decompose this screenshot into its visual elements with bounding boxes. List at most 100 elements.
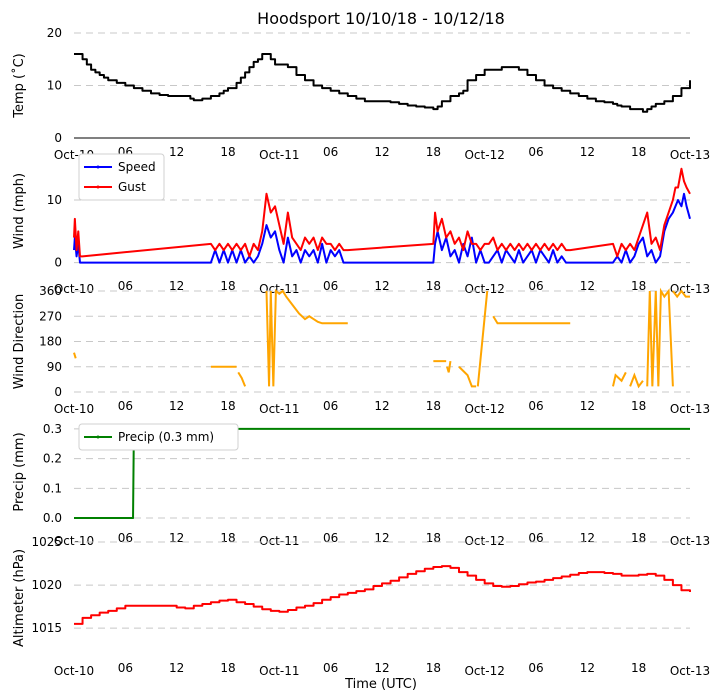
x-tick-label-precip: 06 (528, 531, 543, 545)
x-tick-label-precip: Oct-13 (670, 534, 710, 548)
y-tick-label-temp: 20 (47, 26, 62, 40)
y-tick-label-precip: 0.3 (43, 422, 62, 436)
x-tick-label-wind: 18 (426, 279, 441, 293)
y-tick-label-dir: 180 (39, 335, 62, 349)
panel-dir: 0 90 180 270 360 Wind Direction Oct-10 06 12 18 Oc… (12, 284, 710, 416)
x-tick-label-alt: 06 (528, 661, 543, 675)
y-tick-label-dir: 90 (47, 360, 62, 374)
x-tick-label-precip: 12 (169, 531, 184, 545)
y-tick-label-temp: 0 (54, 131, 62, 145)
x-tick-label-dir: 18 (220, 399, 235, 413)
x-tick-label-dir: Oct-10 (54, 402, 94, 416)
x-tick-label-precip: Oct-11 (259, 534, 299, 548)
x-tick-label-dir: 06 (528, 399, 543, 413)
x-tick-label-temp: Oct-13 (670, 148, 710, 162)
legend-precip (78, 423, 239, 451)
panel-precip: 0.0 0.1 0.2 0.3 Precip (mm) Oct-10 06 12 18 Oct-1… (12, 422, 710, 548)
x-tick-label-alt: 12 (580, 661, 595, 675)
x-tick-label-precip: Oct-12 (464, 534, 504, 548)
x-tick-label-wind: 12 (580, 279, 595, 293)
x-tick-label-alt: Oct-10 (54, 664, 94, 678)
x-tick-label-wind: Oct-12 (464, 282, 504, 296)
x-tick-label-precip: 18 (220, 531, 235, 545)
y-tick-label-dir: 360 (39, 284, 62, 298)
series-dir-segment (237, 371, 247, 387)
series-dir-segment (476, 290, 489, 387)
legend-label-wind: Speed (118, 160, 156, 174)
y-tick-label-alt: 1020 (31, 578, 62, 592)
legend-label-wind: Gust (118, 180, 146, 194)
y-tick-label-dir: 0 (54, 385, 62, 399)
x-tick-label-temp: 06 (323, 145, 338, 159)
series-dir-segment (672, 289, 690, 299)
y-tick-label-wind: 0 (54, 256, 62, 270)
x-tick-label-temp: 18 (631, 145, 646, 159)
legend-label-precip: Precip (0.3 mm) (118, 430, 214, 444)
y-axis-label-temp: Temp (˚C) (11, 53, 27, 119)
x-tick-label-wind: 18 (631, 279, 646, 293)
x-axis-label: Time (UTC) (344, 677, 417, 692)
series-precip-precip-0-3-mm- (74, 427, 690, 520)
panel-wind: 0 10 Wind (mph) Oct-10 06 12 18 Oct-11 06 12 18 Oct… (12, 153, 710, 296)
panel-alt: 1015 1020 1025 Altimeter (hPa) Oct-10 06 12 18 O… (12, 535, 710, 678)
x-tick-label-alt: 12 (169, 661, 184, 675)
x-tick-label-precip: 06 (323, 531, 338, 545)
x-tick-label-precip: 12 (374, 531, 389, 545)
x-tick-label-alt: 12 (374, 661, 389, 675)
x-tick-label-wind: 12 (169, 279, 184, 293)
x-tick-label-temp: 12 (169, 145, 184, 159)
x-tick-label-dir: Oct-11 (259, 402, 299, 416)
x-tick-label-wind: 06 (528, 279, 543, 293)
y-axis-label-dir: Wind Direction (12, 294, 27, 390)
legend-marker-wind (96, 185, 100, 189)
series-wind-gust (73, 167, 691, 258)
series-dir-segment (446, 360, 452, 373)
y-tick-label-precip: 0.2 (43, 452, 62, 466)
x-tick-label-dir: Oct-13 (670, 402, 710, 416)
y-tick-label-temp: 10 (47, 79, 62, 93)
x-tick-label-dir: Oct-12 (464, 402, 504, 416)
y-tick-label-precip: 0.1 (43, 481, 62, 495)
legend-marker-precip (96, 435, 100, 439)
legend-marker-wind (96, 165, 100, 169)
x-tick-label-temp: 12 (374, 145, 389, 159)
chart-title: Hoodsport 10/10/18 - 10/12/18 (257, 9, 505, 28)
y-axis-label-alt: Altimeter (hPa) (12, 549, 27, 647)
x-tick-label-temp: 18 (220, 145, 235, 159)
x-tick-label-alt: Oct-13 (670, 664, 710, 678)
series-dir-segment (646, 287, 674, 387)
y-tick-label-alt: 1025 (31, 535, 62, 549)
x-tick-label-dir: 12 (580, 399, 595, 413)
x-tick-label-alt: 06 (118, 661, 133, 675)
x-tick-label-temp: 06 (528, 145, 543, 159)
series-dir-segment (492, 315, 571, 325)
series-dir-segment (265, 288, 348, 387)
x-tick-label-wind: 06 (118, 279, 133, 293)
x-tick-label-temp: Oct-11 (259, 148, 299, 162)
x-tick-label-wind: Oct-10 (54, 282, 94, 296)
x-tick-label-precip: Oct-10 (54, 534, 94, 548)
x-tick-label-dir: 06 (323, 399, 338, 413)
y-tick-label-wind: 10 (47, 193, 62, 207)
x-tick-label-wind: 12 (374, 279, 389, 293)
x-tick-label-precip: 12 (580, 531, 595, 545)
x-tick-label-wind: 06 (323, 279, 338, 293)
x-tick-label-precip: 06 (118, 531, 133, 545)
x-tick-label-dir: 12 (169, 399, 184, 413)
series-alt-altimeter (74, 565, 691, 625)
x-tick-label-dir: 06 (118, 399, 133, 413)
legend-wind (78, 153, 165, 201)
series-wind-speed (73, 192, 691, 264)
x-tick-label-wind: 18 (220, 279, 235, 293)
x-tick-label-dir: 12 (374, 399, 389, 413)
x-tick-label-wind: Oct-11 (259, 282, 299, 296)
x-tick-label-temp: Oct-12 (464, 148, 504, 162)
x-tick-label-dir: 18 (426, 399, 441, 413)
y-tick-label-precip: 0.0 (43, 511, 62, 525)
x-tick-label-alt: 18 (220, 661, 235, 675)
x-tick-label-dir: 18 (631, 399, 646, 413)
x-tick-label-precip: 18 (426, 531, 441, 545)
x-tick-label-alt: 18 (631, 661, 646, 675)
